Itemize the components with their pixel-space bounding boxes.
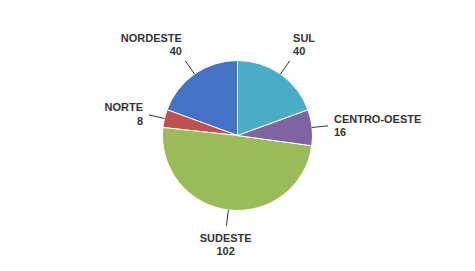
svg-text:NORDESTE40: NORDESTE40 <box>121 32 182 57</box>
svg-text:CENTRO-OESTE16: CENTRO-OESTE16 <box>334 113 421 138</box>
svg-text:NORTE8: NORTE8 <box>105 101 144 126</box>
svg-text:SUDESTE102: SUDESTE102 <box>200 232 252 257</box>
svg-text:SUL40: SUL40 <box>293 32 315 57</box>
